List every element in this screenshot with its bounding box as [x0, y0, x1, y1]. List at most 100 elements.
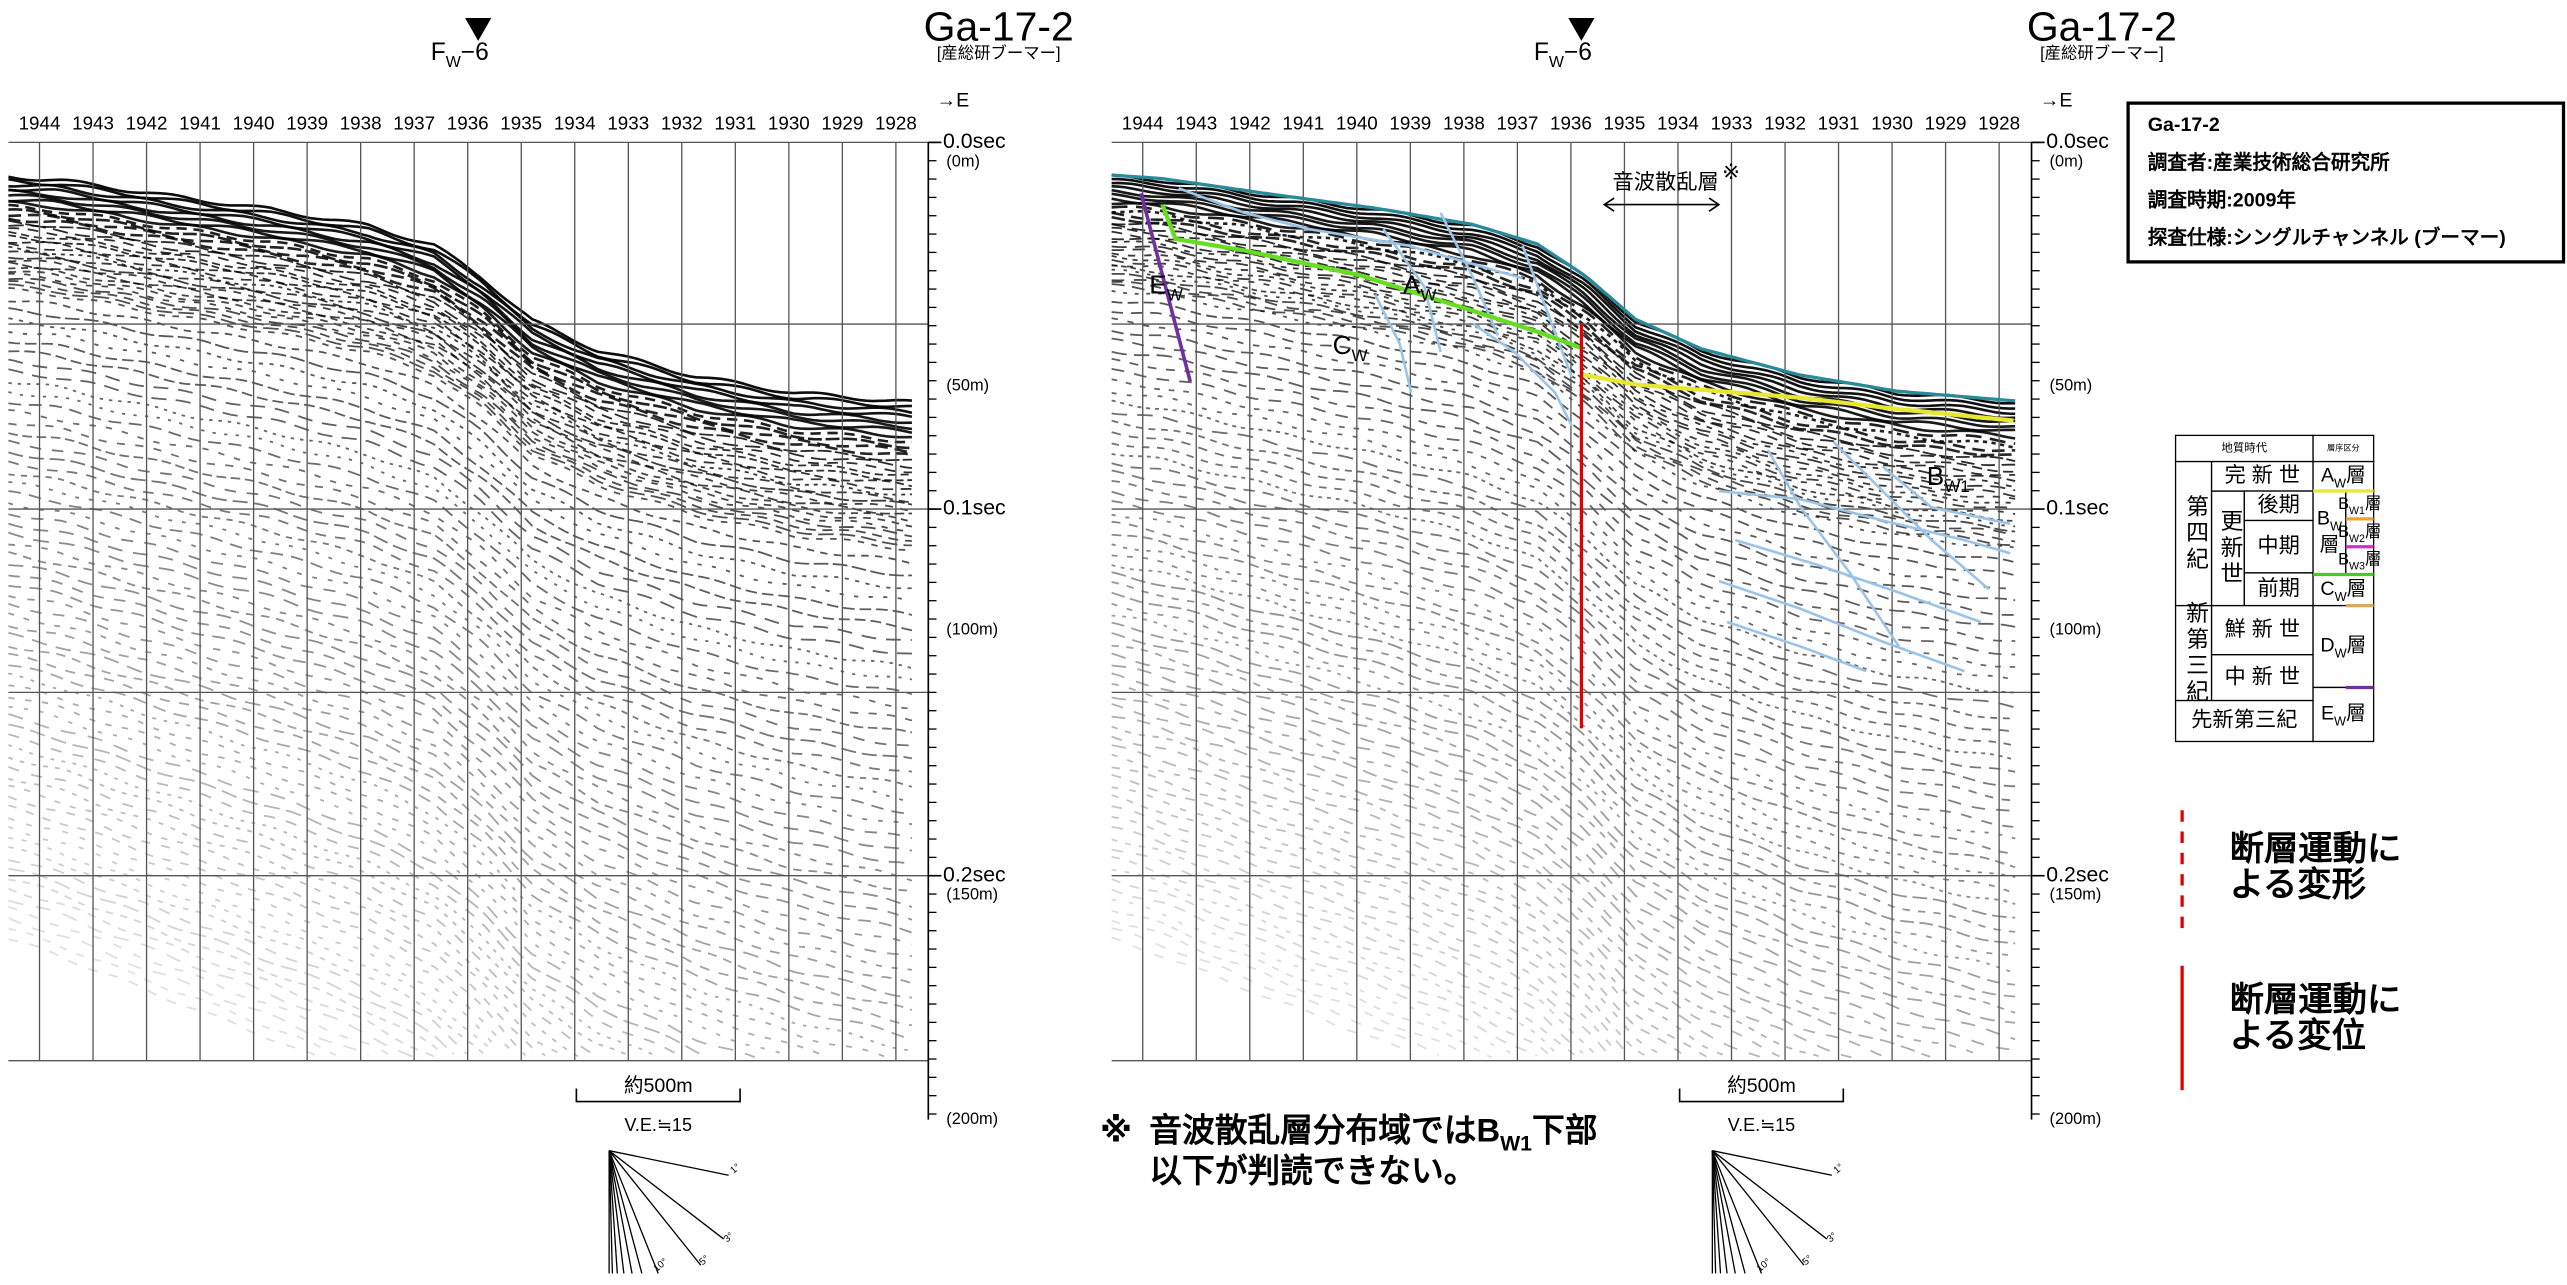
reflector: [8, 451, 913, 760]
reflector: [1111, 591, 2016, 945]
shot-label: 1932: [661, 112, 703, 133]
shot-label: 1939: [1389, 112, 1431, 133]
shot-label: 1930: [768, 112, 810, 133]
reflector: [1111, 280, 2016, 543]
reflector: [8, 283, 912, 547]
interpretation-line-blue: [1734, 538, 1982, 624]
reflector: [1111, 855, 1578, 1058]
suffix: −6: [461, 39, 489, 66]
subscript: W2: [2349, 533, 2365, 545]
slope-fan-line: [608, 1150, 618, 1274]
suffix: 層: [2365, 523, 2381, 541]
reflector: [1111, 909, 1492, 1059]
note-line: 音波散乱層分布域ではBW1下部: [1149, 1111, 1597, 1155]
time-label: 0.1sec: [943, 496, 1006, 520]
shot-label: 1934: [1657, 112, 1699, 133]
reflector: [8, 543, 913, 882]
interpretation-line-blue: [1718, 489, 2011, 555]
reflector: [1111, 210, 2016, 449]
main-text: F: [1534, 39, 1549, 66]
reflector: [8, 267, 913, 523]
interpretation-line-blue: [1382, 228, 1442, 353]
subscript: W3: [2349, 560, 2365, 572]
reflector: [1111, 453, 2016, 761]
depth-label: (0m): [946, 152, 980, 170]
shot-label: 1936: [447, 112, 489, 133]
main-text: F: [431, 39, 446, 66]
reflector: [8, 460, 913, 773]
table-text: BW1層: [2338, 495, 2381, 516]
reflector: [8, 595, 913, 946]
slope-label: 3°: [1825, 1230, 1839, 1245]
table-text: 第四紀: [2183, 494, 2209, 573]
reflector: [1111, 289, 2016, 549]
reflector: [8, 203, 912, 444]
slope-fan-line: [608, 1150, 625, 1274]
reflector: [1111, 848, 1584, 1054]
slope-label: 1°: [1832, 1162, 1846, 1177]
scale-length: 約500m: [1727, 1075, 1796, 1097]
reflector: [8, 733, 677, 1055]
table-cell: [2210, 604, 2314, 656]
reflector: [8, 193, 913, 431]
reflector: [1111, 197, 2016, 432]
slope-label: 1°: [728, 1162, 742, 1177]
table-cell: [2345, 490, 2375, 520]
reflector: [1111, 462, 2016, 773]
reflector: [1111, 412, 2016, 709]
reflector: [8, 358, 912, 641]
seafloor-line: [1111, 173, 2016, 403]
reflector: [8, 307, 912, 577]
slope-fan-line: [1711, 1150, 1722, 1274]
reflector: [8, 817, 514, 1053]
table-cell: [2312, 686, 2375, 743]
marker-triangle: [465, 18, 492, 41]
reflector: [8, 188, 912, 425]
reflector: [8, 277, 913, 538]
reflector: [1111, 520, 2016, 855]
reflector: [8, 531, 913, 865]
info-line: 探査仕様:シングルチャンネル (ブーマー): [2148, 226, 2506, 249]
reflector: [1111, 766, 1708, 1058]
suffix: −6: [1564, 39, 1592, 66]
depth-label: (0m): [2050, 152, 2084, 170]
reflector: [1111, 248, 2016, 498]
info-box: [2126, 101, 2566, 264]
reflector: [1111, 490, 2016, 813]
slope-label: 5°: [697, 1253, 711, 1268]
slope-fan-line: [608, 1150, 633, 1274]
shot-label: 1931: [1818, 112, 1860, 133]
shot-label: 1940: [233, 112, 275, 133]
subscript: W1: [2349, 505, 2365, 517]
reflector: [8, 502, 913, 826]
reflector: [8, 261, 912, 515]
table-text: 完 新 世: [2225, 463, 2301, 487]
slope-fan-line: [608, 1150, 659, 1274]
table-cell: [2345, 546, 2375, 576]
reflector: [1111, 513, 2016, 840]
table-text: 中 新 世: [2225, 664, 2301, 688]
shot-label: 1941: [1282, 112, 1324, 133]
slope-fan-line: [608, 1150, 729, 1176]
reflector: [8, 490, 913, 815]
main-text: C: [1333, 330, 1352, 360]
reflector: [8, 481, 913, 803]
reflector: [1111, 621, 2016, 986]
reflector: [1111, 794, 1649, 1058]
depth-label: (100m): [2050, 621, 2102, 639]
reflector: [8, 664, 913, 1041]
interpretation-line-blue: [1726, 620, 1867, 673]
reflector: [1111, 378, 2016, 668]
reflector: [1111, 469, 2016, 788]
reflector: [8, 256, 913, 506]
reflector: [1111, 878, 1551, 1057]
shot-label: 1929: [821, 112, 863, 133]
suffix: 層: [2365, 551, 2381, 569]
reflector: [8, 368, 912, 655]
shot-label: 1940: [1336, 112, 1378, 133]
note-text: 音波散乱層分布域ではB: [1149, 1111, 1500, 1148]
table-cell: [2345, 518, 2375, 548]
reflector: [1111, 237, 2016, 482]
table-cell: [2312, 573, 2375, 607]
reflector: [1111, 888, 1538, 1057]
